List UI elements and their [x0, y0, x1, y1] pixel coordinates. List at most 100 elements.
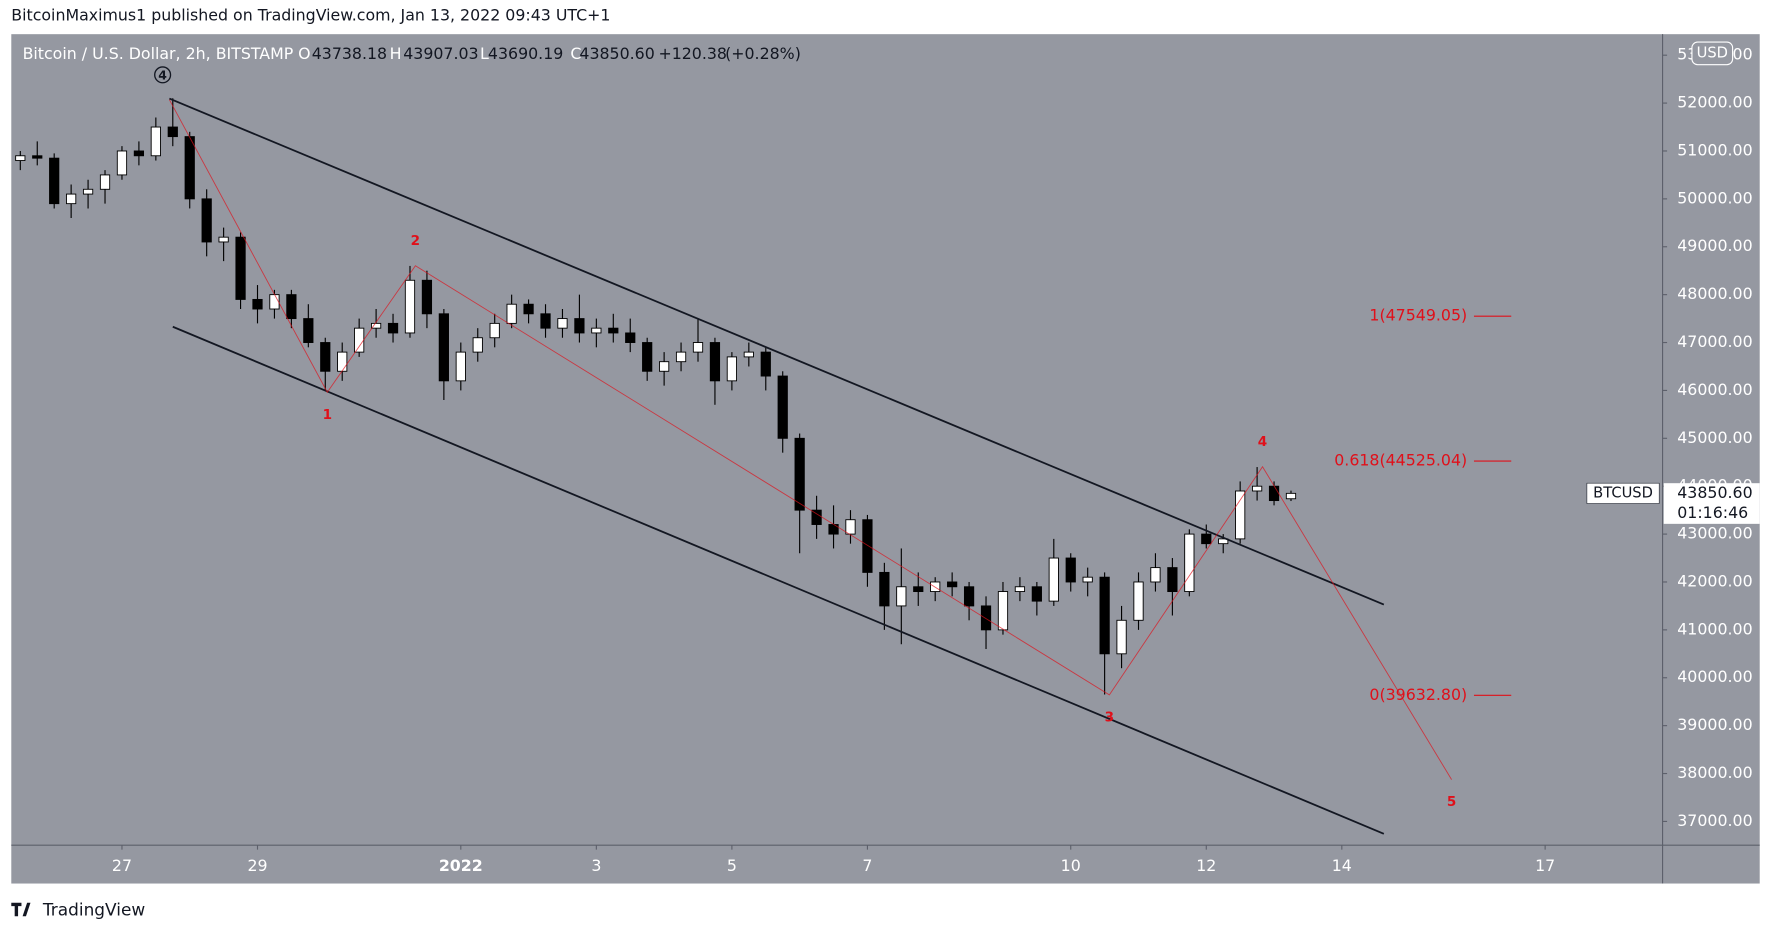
candle-body	[15, 155, 26, 162]
candle-body	[642, 342, 653, 372]
footer-text: TradingView	[42, 900, 145, 920]
x-tick-label: 5	[727, 856, 737, 875]
wave-label: 2	[411, 233, 420, 249]
x-tick-label: 2022	[439, 856, 483, 875]
candle-body	[726, 356, 738, 382]
candle-body	[82, 188, 94, 195]
y-tick-label: 41000.00	[1677, 619, 1752, 638]
candle-body	[201, 198, 212, 243]
x-tick-label: 17	[1535, 856, 1555, 875]
candle-body	[574, 318, 585, 334]
candle-body	[591, 327, 602, 334]
legend-key: L	[480, 44, 489, 63]
x-tick-label: 10	[1061, 856, 1081, 875]
channel-line	[169, 97, 1385, 606]
y-tick-label: 52000.00	[1677, 93, 1752, 112]
candle-body	[150, 126, 161, 157]
candle-body	[1133, 581, 1144, 621]
wave-label-circle	[154, 66, 172, 84]
candle-body	[794, 437, 805, 511]
candle-body	[489, 322, 500, 339]
x-tick-label: 29	[247, 856, 267, 875]
candle-body	[557, 318, 568, 329]
wave-label: 4	[158, 67, 167, 82]
candle-body	[303, 318, 314, 343]
candle-body	[1268, 485, 1280, 502]
candle-body	[455, 351, 466, 382]
channel-line	[172, 325, 1385, 835]
wave-path	[169, 99, 1452, 780]
candle-body	[1218, 538, 1229, 545]
candle-body	[1285, 492, 1297, 500]
currency-badge	[1691, 41, 1734, 66]
candle-body	[743, 351, 754, 358]
candle-body	[879, 571, 890, 607]
candle-body	[235, 236, 246, 300]
candle-body	[1082, 576, 1093, 583]
candle-body	[1116, 619, 1127, 655]
candle-body	[506, 303, 517, 324]
x-tick-label: 3	[591, 856, 601, 875]
candle-body	[404, 279, 416, 334]
candle-body	[523, 303, 534, 315]
legend-key: C	[570, 44, 581, 63]
candle-body	[1251, 485, 1263, 492]
chart-panel	[11, 34, 1760, 884]
x-tick-label: 7	[862, 856, 872, 875]
currency-label: USD	[1697, 44, 1728, 61]
candle-body	[1184, 533, 1195, 593]
x-tick-label: 27	[112, 856, 132, 875]
candle-body	[1235, 490, 1246, 540]
footer-logo: TradingView	[11, 900, 145, 920]
candle-body	[472, 337, 483, 353]
candle-body	[32, 155, 43, 159]
candle-body	[862, 519, 873, 573]
candle-body	[845, 519, 856, 535]
y-tick-label: 45000.00	[1677, 428, 1752, 447]
candle-body	[387, 322, 399, 334]
wave-label: 4	[1258, 434, 1267, 450]
legend-value: 43907.03	[403, 44, 478, 63]
candle-body	[252, 298, 263, 310]
candle-body	[66, 193, 77, 205]
x-tick-label: 14	[1332, 856, 1352, 875]
candle-body	[167, 126, 178, 138]
symbol-tag-box	[1586, 482, 1660, 504]
candle-body	[675, 351, 687, 363]
y-tick-label: 42000.00	[1677, 571, 1752, 590]
candle-body	[913, 586, 924, 593]
candle-body	[1167, 567, 1178, 593]
candle-body	[116, 150, 128, 176]
candle-body	[997, 591, 1009, 631]
candle-body	[421, 279, 433, 315]
y-tick-label: 50000.00	[1677, 188, 1752, 207]
y-tick-label: 40000.00	[1677, 667, 1752, 686]
y-tick-label: 43000.00	[1677, 524, 1752, 543]
y-tick-label: 37000.00	[1677, 811, 1752, 830]
candle-body	[337, 351, 348, 372]
candle-body	[438, 313, 449, 382]
candle-body	[1031, 586, 1042, 602]
candle-body	[99, 174, 111, 190]
fib-label: 1(47549.05)	[1369, 306, 1467, 325]
wave-label: 3	[1105, 709, 1114, 725]
legend-change-pct: (+0.28%)	[725, 44, 801, 63]
last-price-box	[1663, 483, 1760, 524]
legend-value: 43738.18	[312, 44, 387, 63]
wave-label: 5	[1447, 794, 1456, 810]
y-tick-label: 51000.00	[1677, 140, 1752, 159]
candle-body	[811, 509, 822, 525]
candle-body	[269, 294, 280, 310]
symbol-tag: BTCUSD	[1593, 484, 1653, 501]
legend-change: +120.38	[658, 44, 727, 63]
y-tick-label: 49000.00	[1677, 236, 1752, 255]
last-price-label: 43850.60	[1677, 483, 1752, 502]
candle-body	[777, 375, 788, 439]
legend-value: 43690.19	[488, 44, 563, 63]
candle-body	[1201, 533, 1212, 545]
x-tick-label: 12	[1196, 856, 1216, 875]
candle-body	[540, 313, 551, 329]
legend-key: H	[390, 44, 402, 63]
